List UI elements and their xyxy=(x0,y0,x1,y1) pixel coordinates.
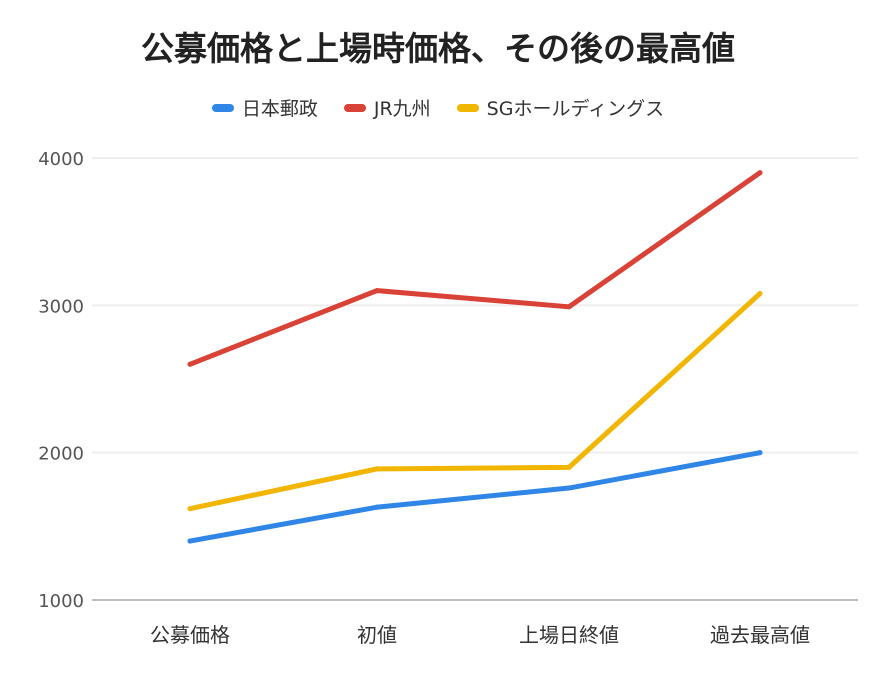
y-tick-label-3000: 3000 xyxy=(38,296,84,317)
data-point-s1-3 xyxy=(757,170,763,176)
data-point-s2-1 xyxy=(374,466,380,472)
series-line-1 xyxy=(187,170,763,367)
legend-item-sg-holdings: SGホールディングス xyxy=(456,94,665,121)
chart-title: 公募価格と上場時価格、その後の最高値 xyxy=(141,29,735,68)
y-tick-label-1000: 1000 xyxy=(38,591,84,612)
series-layer xyxy=(187,170,763,544)
data-point-s2-0 xyxy=(187,506,193,512)
grid-layer xyxy=(92,157,858,454)
y-tick-label-2000: 2000 xyxy=(38,444,84,465)
data-point-s0-0 xyxy=(187,538,193,544)
label-layer: 1000 2000 3000 4000 公募価格 初値 上場日終値 過去最高値 xyxy=(38,149,810,647)
legend-item-japan-post: 日本郵政 xyxy=(211,94,318,121)
data-point-s2-3 xyxy=(757,291,763,297)
legend-swatch-sg-holdings xyxy=(456,103,479,112)
legend-label-sg-holdings: SGホールディングス xyxy=(486,98,665,120)
x-tick-label-0: 公募価格 xyxy=(150,623,230,647)
data-point-s0-2 xyxy=(566,485,572,491)
legend-item-jr-kyushu: JR九州 xyxy=(343,94,431,121)
x-tick-label-1: 初値 xyxy=(357,623,397,647)
legend-label-japan-post: 日本郵政 xyxy=(241,98,318,120)
legend-swatch-jr-kyushu xyxy=(343,103,366,112)
x-tick-label-3: 過去最高値 xyxy=(710,623,810,647)
series-line-2 xyxy=(187,291,763,512)
series-line-0 xyxy=(187,450,763,544)
legend-swatch-japan-post xyxy=(211,103,234,112)
data-point-s0-3 xyxy=(757,450,763,456)
legend-label-jr-kyushu: JR九州 xyxy=(373,98,431,120)
data-point-s1-0 xyxy=(187,361,193,367)
legend: 日本郵政 JR九州 SGホールディングス xyxy=(0,94,876,121)
data-point-s2-2 xyxy=(566,464,572,470)
x-tick-label-2: 上場日終値 xyxy=(519,623,619,647)
y-tick-label-4000: 4000 xyxy=(38,149,84,170)
data-point-s0-1 xyxy=(374,504,380,510)
data-point-s1-2 xyxy=(566,304,572,310)
data-point-s1-1 xyxy=(374,288,380,294)
